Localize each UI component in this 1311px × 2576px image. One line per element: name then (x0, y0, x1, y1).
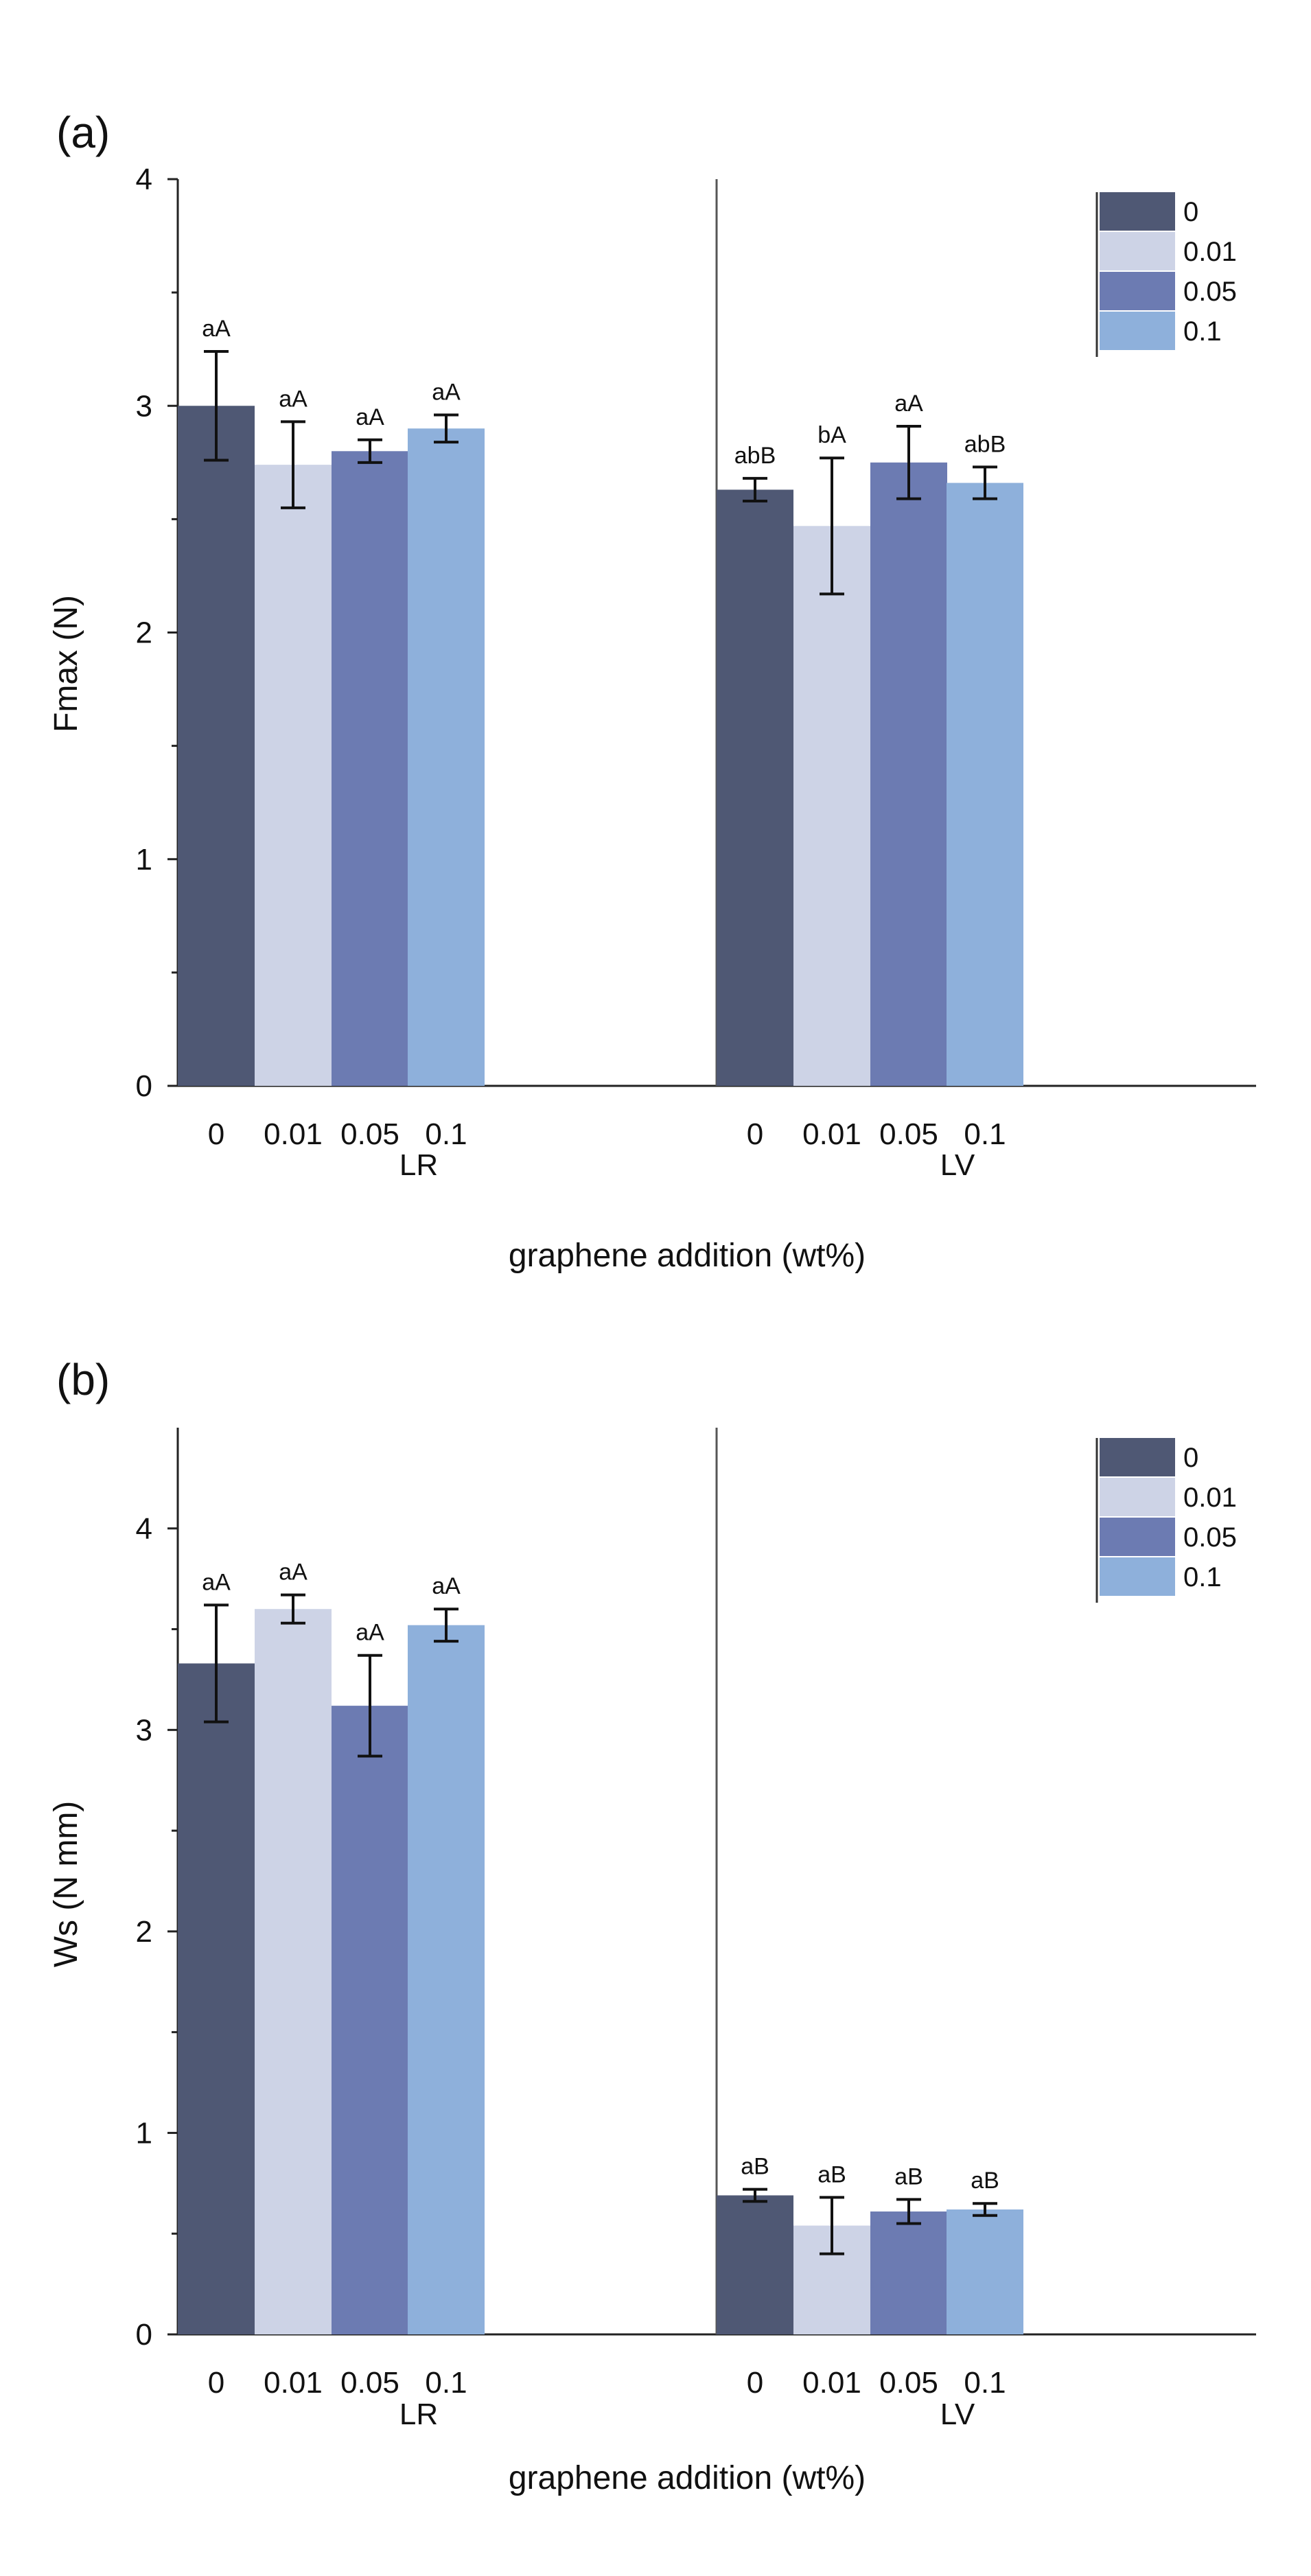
bar-lv-1 (793, 526, 870, 1086)
y-tick-label: 4 (136, 163, 152, 196)
x-tick-label: 0.05 (340, 2366, 399, 2400)
x-tick-label: 0.05 (879, 2366, 938, 2400)
y-ticks: 0 1 2 3 4 (136, 163, 178, 1103)
y-tick-label: 2 (136, 1915, 152, 1949)
y-tick-label: 0 (136, 2318, 152, 2352)
significance-label: aB (971, 2168, 999, 2194)
legend-swatch (1100, 1518, 1175, 1556)
panel-label: (a) (56, 108, 110, 157)
x-tick-label: 0 (208, 1117, 224, 1151)
significance-label: aA (279, 386, 308, 412)
legend-swatch (1100, 312, 1175, 350)
significance-label: aA (202, 316, 231, 342)
bar-lv-2 (870, 2211, 947, 2334)
significance-label: aB (894, 2163, 923, 2190)
bar-lv-0 (717, 489, 793, 1086)
legend-label: 0.01 (1183, 1483, 1237, 1513)
significance-label: aA (432, 1573, 461, 1599)
bar-lv-3 (947, 2209, 1023, 2334)
chart-panel-a: (a) Fmax (N) graphene addition (wt%) 0 1 2… (48, 108, 1256, 1274)
legend-label: 0 (1183, 1443, 1198, 1473)
x-tick-labels: 0 0.01 0.05 0.1 0 0.01 0.05 0.1 (208, 2366, 1006, 2400)
legend-swatch (1100, 232, 1175, 270)
bars: aA aA aA aA abB bA aA abB (178, 316, 1023, 1086)
y-tick-label: 4 (136, 1512, 152, 1546)
y-tick-label: 3 (136, 389, 152, 423)
x-axis-title: graphene addition (wt%) (509, 2460, 866, 2496)
significance-label: aA (356, 404, 384, 430)
bar-lr-2 (332, 451, 408, 1086)
x-tick-label: 0.01 (802, 2366, 861, 2400)
significance-label: aA (356, 1620, 384, 1646)
y-tick-label: 1 (136, 2116, 152, 2150)
significance-label: aB (741, 2154, 769, 2180)
legend-label: 0.05 (1183, 277, 1237, 307)
x-tick-label: 0.05 (879, 1117, 938, 1151)
significance-label: abB (964, 431, 1006, 457)
bars: aA aA aA aA aB aB aB aB (178, 1559, 1023, 2334)
y-tick-label: 2 (136, 616, 152, 650)
x-tick-label: 0 (747, 1117, 763, 1151)
significance-label: aA (894, 391, 923, 417)
panel-label: (b) (56, 1355, 110, 1404)
y-tick-label: 3 (136, 1713, 152, 1747)
significance-label: aA (279, 1559, 308, 1586)
legend-label: 0.1 (1183, 1562, 1222, 1592)
legend-swatch (1100, 1438, 1175, 1476)
group-label-lr: LR (399, 2398, 438, 2431)
group-label-lr: LR (399, 1148, 438, 1182)
x-tick-label: 0.1 (425, 2366, 467, 2400)
bar-lr-1 (255, 1609, 332, 2334)
y-tick-label: 1 (136, 843, 152, 877)
x-tick-labels: 0 0.01 0.05 0.1 0 0.01 0.05 0.1 (208, 1117, 1006, 1151)
bar-lr-3 (408, 428, 485, 1086)
bar-lv-0 (717, 2195, 793, 2334)
bar-lv-3 (947, 483, 1023, 1086)
legend-swatch (1100, 1557, 1175, 1596)
x-tick-label: 0 (747, 2366, 763, 2400)
bar-lr-2 (332, 1706, 408, 2334)
x-tick-label: 0.01 (264, 1117, 323, 1151)
significance-label: abB (734, 443, 776, 469)
significance-label: aA (432, 379, 461, 405)
bar-lr-3 (408, 1625, 485, 2334)
y-axis-title: Ws (N mm) (48, 1801, 84, 1968)
significance-label: aA (202, 1569, 231, 1595)
bar-lr-0 (178, 1663, 255, 2334)
x-tick-label: 0.1 (425, 1117, 467, 1151)
group-label-lv: LV (940, 2398, 975, 2431)
legend-label: 0.01 (1183, 237, 1237, 267)
significance-label: aB (817, 2161, 846, 2188)
bar-lv-2 (870, 462, 947, 1086)
bar-lr-0 (178, 406, 255, 1086)
legend-label: 0.1 (1183, 316, 1222, 347)
x-tick-label: 0.05 (340, 1117, 399, 1151)
x-axis-title: graphene addition (wt%) (509, 1238, 866, 1274)
legend: 0 0.01 0.05 0.1 (1095, 192, 1237, 357)
legend-swatch (1100, 272, 1175, 310)
x-tick-label: 0.01 (802, 1117, 861, 1151)
x-tick-label: 0.1 (964, 1117, 1006, 1151)
significance-label: bA (817, 422, 846, 448)
legend-swatch (1100, 192, 1175, 231)
y-axis-title: Fmax (N) (48, 595, 84, 732)
x-tick-label: 0.1 (964, 2366, 1006, 2400)
y-tick-label: 0 (136, 1069, 152, 1103)
legend: 0 0.01 0.05 0.1 (1095, 1438, 1237, 1603)
legend-swatch (1100, 1478, 1175, 1516)
legend-label: 0 (1183, 197, 1198, 227)
legend-label: 0.05 (1183, 1522, 1237, 1553)
y-ticks: 0 1 2 3 4 (136, 1512, 178, 2352)
group-label-lv: LV (940, 1148, 975, 1182)
x-tick-label: 0.01 (264, 2366, 323, 2400)
x-tick-label: 0 (208, 2366, 224, 2400)
chart-panel-b: (b) Ws (N mm) graphene addition (wt%) 0 1… (48, 1355, 1256, 2496)
bar-lr-1 (255, 465, 332, 1086)
